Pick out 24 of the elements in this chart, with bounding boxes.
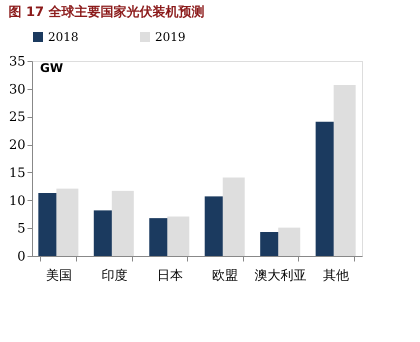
bar — [278, 228, 300, 256]
y-tick-label: 15 — [8, 166, 26, 181]
legend-label: 2019 — [155, 30, 186, 44]
bar — [112, 190, 134, 256]
y-axis-title: GW — [40, 61, 64, 75]
y-tick-label: 10 — [8, 194, 26, 209]
x-tick-label: 其他 — [323, 268, 350, 284]
y-tick-label: 35 — [8, 54, 26, 70]
chart-title: 图 17 全球主要国家光伏装机预测 — [8, 4, 205, 20]
legend-label: 2018 — [48, 30, 79, 44]
bar — [167, 216, 190, 256]
x-tick-label: 美国 — [46, 268, 72, 284]
x-tick-label: 欧盟 — [212, 268, 238, 284]
y-tick-label: 0 — [17, 250, 26, 264]
y-tick-label: 5 — [17, 222, 26, 237]
bar — [334, 84, 356, 256]
x-tick-label: 澳大利亚 — [254, 268, 307, 284]
y-tick-label: 30 — [8, 82, 26, 98]
y-tick-label: 25 — [8, 110, 26, 126]
y-tick-label: 20 — [8, 138, 26, 154]
bar — [222, 177, 245, 256]
bar — [56, 188, 78, 256]
x-tick-label: 日本 — [156, 268, 183, 284]
x-tick-label: 印度 — [101, 268, 128, 284]
